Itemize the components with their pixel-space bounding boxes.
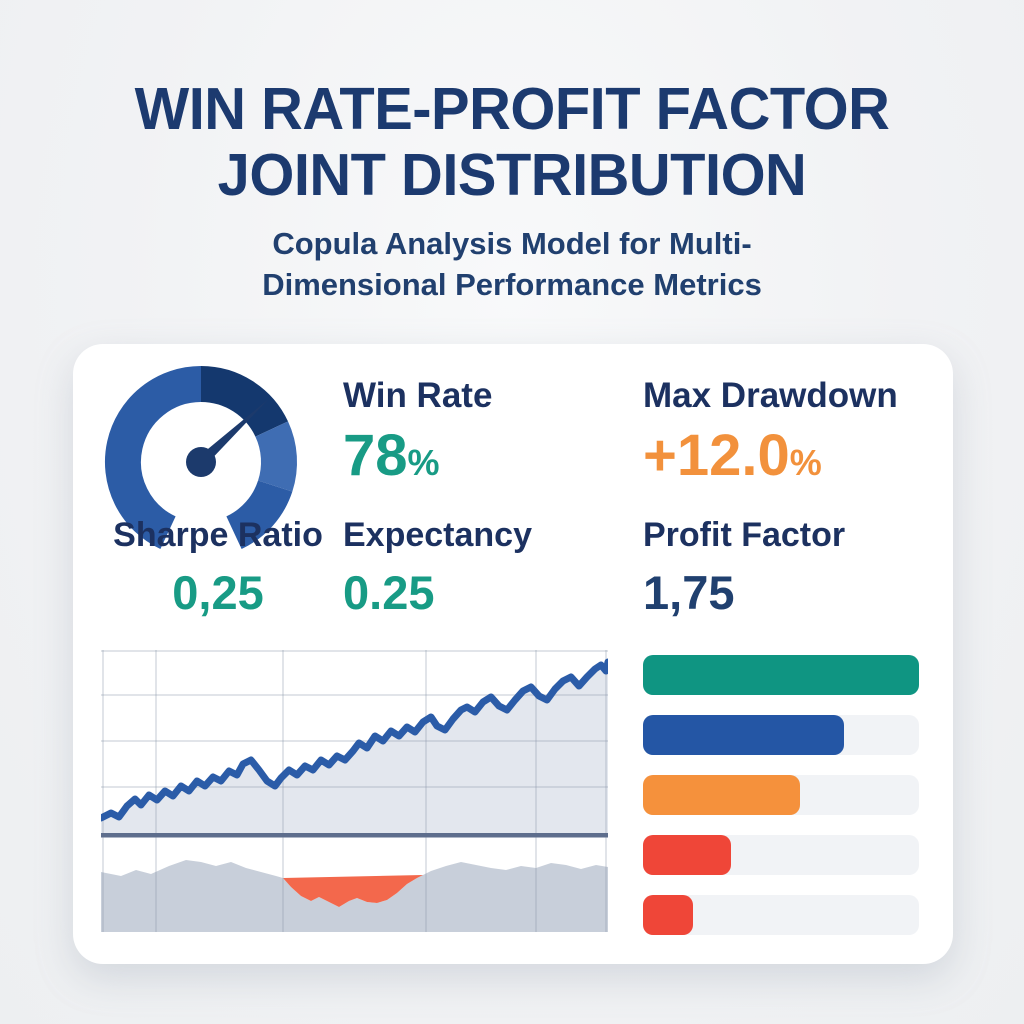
win-rate-label: Win Rate bbox=[343, 376, 493, 415]
page-subtitle: Copula Analysis Model for Multi- Dimensi… bbox=[0, 224, 1024, 306]
expectancy-label: Expectancy bbox=[343, 516, 532, 554]
equity-line bbox=[101, 658, 608, 822]
bar-4 bbox=[643, 835, 732, 875]
metrics-card: Win Rate 78% Max Drawdown +12.0% Sharpe … bbox=[73, 344, 953, 964]
title-line-2: JOINT DISTRIBUTION bbox=[217, 142, 807, 209]
bar-3 bbox=[643, 775, 801, 815]
bar-2 bbox=[643, 715, 845, 755]
gauge-hub bbox=[186, 447, 216, 477]
metric-sharpe-ratio: Sharpe Ratio 0,25 bbox=[93, 516, 343, 616]
max-drawdown-value: +12.0% bbox=[643, 423, 823, 488]
gauge-icon bbox=[104, 366, 297, 550]
bar-track bbox=[643, 715, 919, 755]
bar-5 bbox=[643, 895, 693, 935]
sharpe-ratio-value: 0,25 bbox=[172, 566, 264, 619]
bar-1 bbox=[643, 655, 919, 695]
bar-track bbox=[643, 835, 919, 875]
bar-track bbox=[643, 895, 919, 935]
subtitle-line-2: Dimensional Performance Metrics bbox=[262, 267, 762, 303]
title-line-1: WIN RATE-PROFIT FACTOR bbox=[134, 76, 890, 142]
metric-max-drawdown: Max Drawdown +12.0% bbox=[643, 376, 898, 485]
profit-factor-value: 1,75 bbox=[643, 566, 735, 619]
win-rate-value: 78% bbox=[343, 423, 441, 488]
drawdown-red-fill bbox=[283, 875, 423, 907]
bar-track bbox=[643, 775, 919, 815]
lower-band-fill bbox=[101, 860, 608, 932]
profit-factor-label: Profit Factor bbox=[643, 516, 846, 554]
expectancy-value: 0.25 bbox=[343, 566, 435, 619]
subtitle-line-1: Copula Analysis Model for Multi- bbox=[272, 226, 752, 262]
win-rate-unit: % bbox=[407, 442, 441, 483]
metric-profit-factor: Profit Factor 1,75 bbox=[643, 516, 845, 616]
zero-line bbox=[101, 833, 608, 838]
max-drawdown-unit: % bbox=[789, 442, 823, 483]
header: WIN RATE-PROFIT FACTOR JOINT DISTRIBUTIO… bbox=[0, 76, 1024, 306]
equity-curve-chart bbox=[101, 650, 608, 932]
max-drawdown-label: Max Drawdown bbox=[643, 376, 898, 415]
page-title: WIN RATE-PROFIT FACTOR JOINT DISTRIBUTIO… bbox=[10, 76, 1014, 208]
bar-chart bbox=[643, 655, 919, 935]
metric-win-rate: Win Rate 78% bbox=[343, 376, 492, 485]
bar-track bbox=[643, 655, 919, 695]
metric-expectancy: Expectancy 0.25 bbox=[343, 516, 532, 616]
gauge-needle bbox=[197, 398, 269, 467]
sharpe-ratio-label: Sharpe Ratio bbox=[113, 516, 323, 554]
